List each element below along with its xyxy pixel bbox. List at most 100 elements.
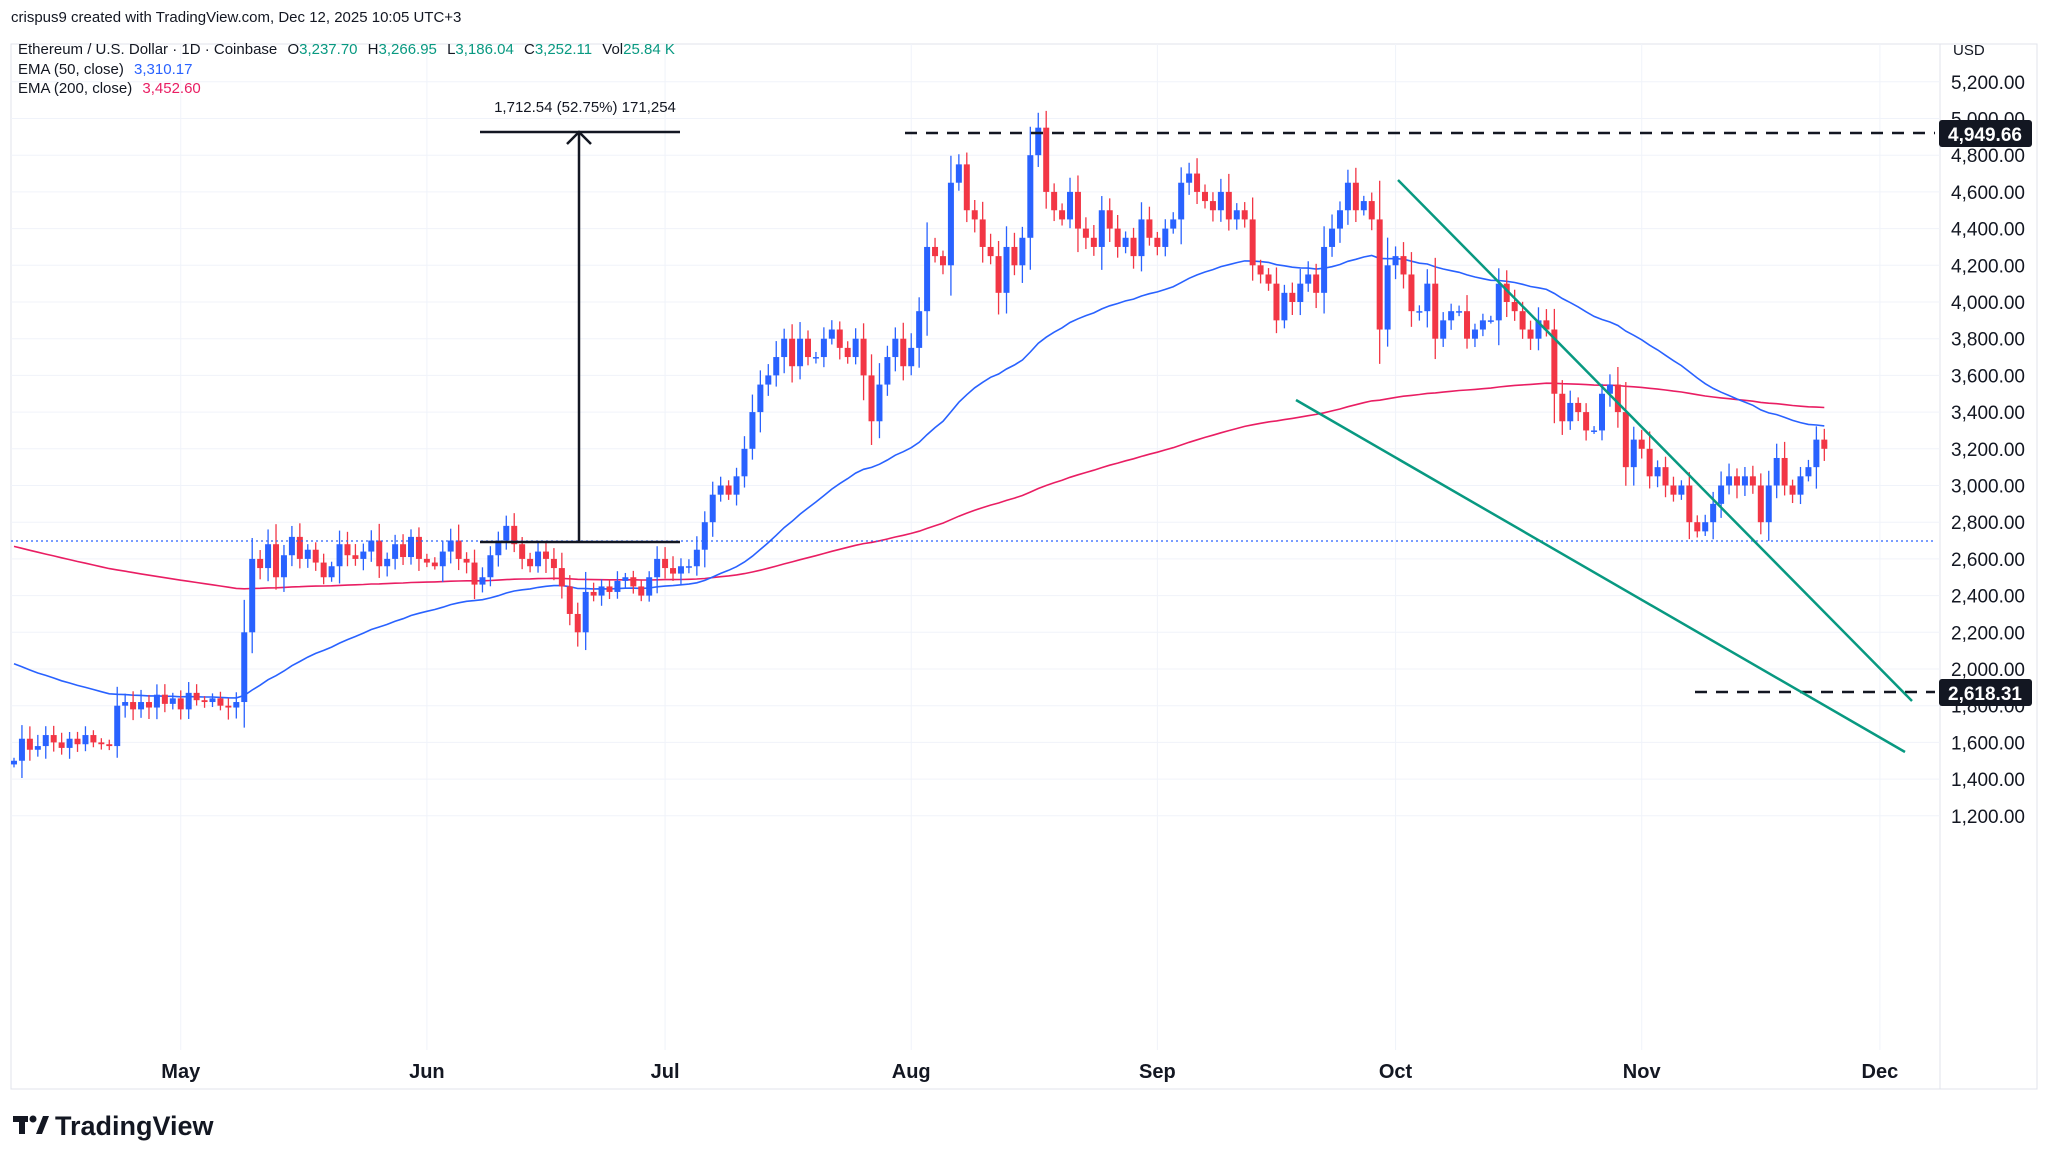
candle[interactable] [820,327,827,368]
candle[interactable] [582,571,589,651]
candle[interactable] [1654,460,1661,488]
candle[interactable] [1162,219,1169,257]
candle[interactable] [1678,480,1685,500]
candle[interactable] [431,557,438,570]
candle[interactable] [455,524,462,571]
candle[interactable] [1305,261,1312,292]
candle[interactable] [1074,175,1081,253]
candle[interactable] [1614,366,1621,428]
candle[interactable] [1194,158,1201,205]
candle[interactable] [1067,177,1074,229]
candle[interactable] [701,511,708,568]
candle[interactable] [439,540,446,583]
candle[interactable] [1559,380,1566,435]
candle[interactable] [11,757,17,768]
candle[interactable] [685,559,692,574]
candle[interactable] [1178,167,1185,245]
candle[interactable] [773,341,780,387]
candle[interactable] [193,684,200,706]
candle[interactable] [971,199,978,233]
candle[interactable] [1098,196,1105,270]
candle[interactable] [1638,429,1645,459]
price-axis[interactable]: 5,200.005,000.004,800.004,600.004,400.00… [1951,73,2025,828]
candle[interactable] [1400,242,1407,289]
candle[interactable] [42,726,49,759]
candle[interactable] [376,523,383,578]
candle[interactable] [1217,178,1224,222]
candle[interactable] [1051,183,1058,222]
candle[interactable] [320,553,327,585]
candle[interactable] [1321,226,1328,314]
candle[interactable] [153,684,160,720]
candle[interactable] [1257,259,1264,284]
candle[interactable] [177,690,184,720]
candle[interactable] [233,692,240,719]
candle[interactable] [392,534,399,570]
candle[interactable] [1249,197,1256,281]
candle[interactable] [876,363,883,439]
candle[interactable] [280,544,287,592]
candle[interactable] [1789,479,1796,504]
candle[interactable] [296,523,303,569]
candle[interactable] [138,689,145,718]
candle[interactable] [352,544,359,566]
candle[interactable] [693,536,700,576]
candle[interactable] [566,575,573,626]
candle[interactable] [1479,313,1486,337]
candle[interactable] [328,561,335,582]
candle[interactable] [527,552,534,573]
candle[interactable] [1733,468,1740,499]
candle[interactable] [1694,515,1701,538]
candle[interactable] [1329,214,1336,257]
candle[interactable] [312,542,319,571]
candle[interactable] [963,152,970,223]
candle[interactable] [161,684,168,713]
candle[interactable] [225,698,232,720]
candle[interactable] [797,322,804,380]
ema200-legend[interactable]: EMA (200, close) 3,452.60 [18,80,201,97]
candle[interactable] [1011,232,1018,276]
candle[interactable] [868,354,875,445]
candle[interactable] [1114,215,1121,258]
candle[interactable] [924,222,931,336]
candle[interactable] [145,694,152,719]
candle[interactable] [304,544,311,568]
candle[interactable] [1384,237,1391,347]
candle[interactable] [860,323,867,401]
candle[interactable] [1440,312,1447,347]
candle[interactable] [1368,192,1375,231]
candle[interactable] [670,556,677,581]
candle[interactable] [1106,198,1113,242]
candle[interactable] [1090,225,1097,256]
candle[interactable] [1122,231,1129,254]
candle[interactable] [884,345,891,396]
candle[interactable] [1765,470,1772,541]
candle[interactable] [479,567,486,593]
ema200-line[interactable] [13,382,1825,590]
candle[interactable] [1432,257,1439,360]
candle[interactable] [18,725,25,779]
candle[interactable] [812,351,819,364]
candle[interactable] [1741,467,1748,496]
candle[interactable] [828,320,835,345]
candle[interactable] [288,525,295,567]
candle[interactable] [1813,426,1820,489]
candle[interactable] [1662,456,1669,498]
candle[interactable] [415,527,422,571]
tradingview-logo[interactable]: TradingView [13,1111,215,1141]
candle[interactable] [741,436,748,488]
candle[interactable] [1511,289,1518,321]
currency-label[interactable]: USD [1953,42,1985,59]
candle[interactable] [630,570,637,594]
candle[interactable] [273,524,280,590]
candle[interactable] [662,547,669,579]
candle[interactable] [1297,268,1304,316]
candle[interactable] [1471,323,1478,348]
candle[interactable] [122,693,129,718]
candle[interactable] [384,552,391,577]
candle[interactable] [368,530,375,562]
candle[interactable] [257,550,264,580]
candle[interactable] [471,549,478,600]
candle[interactable] [892,327,899,372]
candle[interactable] [1630,426,1637,486]
